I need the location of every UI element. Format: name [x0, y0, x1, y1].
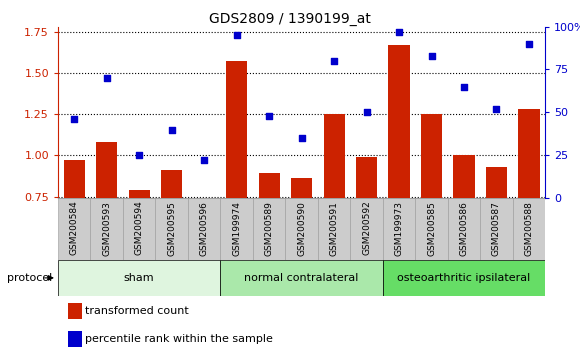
Bar [226, 61, 247, 320]
Text: GSM200585: GSM200585 [427, 201, 436, 256]
Bar [220, 260, 383, 296]
Text: GSM200589: GSM200589 [264, 201, 274, 256]
Bar [123, 198, 155, 260]
Bar [253, 198, 285, 260]
Text: GSM200596: GSM200596 [200, 201, 209, 256]
Point [70, 116, 79, 122]
Point [102, 75, 111, 81]
Text: transformed count: transformed count [85, 306, 189, 316]
Bar [220, 198, 253, 260]
Text: GSM200595: GSM200595 [167, 201, 176, 256]
Text: protocol: protocol [7, 273, 52, 283]
Point [167, 127, 176, 132]
Point [492, 106, 501, 112]
Text: percentile rank within the sample: percentile rank within the sample [85, 334, 273, 344]
Bar [58, 260, 220, 296]
Text: normal contralateral: normal contralateral [244, 273, 359, 283]
Text: GSM199974: GSM199974 [232, 201, 241, 256]
Bar [68, 331, 82, 347]
Bar [285, 198, 318, 260]
Point [297, 135, 306, 141]
Bar [454, 155, 474, 320]
Point [362, 110, 371, 115]
Text: GSM200588: GSM200588 [524, 201, 534, 256]
Bar [356, 157, 377, 320]
Bar [318, 198, 350, 260]
Text: GSM200594: GSM200594 [135, 201, 144, 256]
Bar [513, 198, 545, 260]
Bar [129, 190, 150, 320]
Bar [64, 160, 85, 320]
Text: GSM200587: GSM200587 [492, 201, 501, 256]
Bar [68, 303, 82, 319]
Bar [519, 109, 539, 320]
Text: GSM199973: GSM199973 [394, 201, 404, 256]
Text: osteoarthritic ipsilateral: osteoarthritic ipsilateral [397, 273, 531, 283]
Bar [96, 142, 117, 320]
Point [135, 153, 144, 158]
Bar [480, 198, 513, 260]
Bar [161, 170, 182, 320]
Bar [155, 198, 188, 260]
Bar [486, 167, 507, 320]
Bar [188, 198, 220, 260]
Point [232, 32, 241, 38]
Bar [194, 198, 215, 320]
Text: GSM200593: GSM200593 [102, 201, 111, 256]
Point [394, 29, 404, 35]
Bar [350, 198, 383, 260]
Bar [389, 45, 409, 320]
Point [200, 158, 209, 163]
Bar [383, 198, 415, 260]
Point [524, 41, 534, 46]
Bar [421, 114, 442, 320]
Text: sham: sham [124, 273, 154, 283]
Bar [291, 178, 312, 320]
Bar [58, 198, 90, 260]
Text: GSM200590: GSM200590 [297, 201, 306, 256]
Point [329, 58, 339, 64]
Text: GSM200586: GSM200586 [459, 201, 469, 256]
Bar [90, 198, 123, 260]
Point [459, 84, 469, 90]
Bar [415, 198, 448, 260]
Point [427, 53, 436, 58]
Bar [448, 198, 480, 260]
Bar [324, 114, 345, 320]
Bar [259, 173, 280, 320]
Point [264, 113, 274, 119]
Text: GSM200592: GSM200592 [362, 201, 371, 256]
Bar [383, 260, 545, 296]
Text: GSM200591: GSM200591 [329, 201, 339, 256]
Text: GDS2809 / 1390199_at: GDS2809 / 1390199_at [209, 12, 371, 27]
Text: GSM200584: GSM200584 [70, 201, 79, 256]
